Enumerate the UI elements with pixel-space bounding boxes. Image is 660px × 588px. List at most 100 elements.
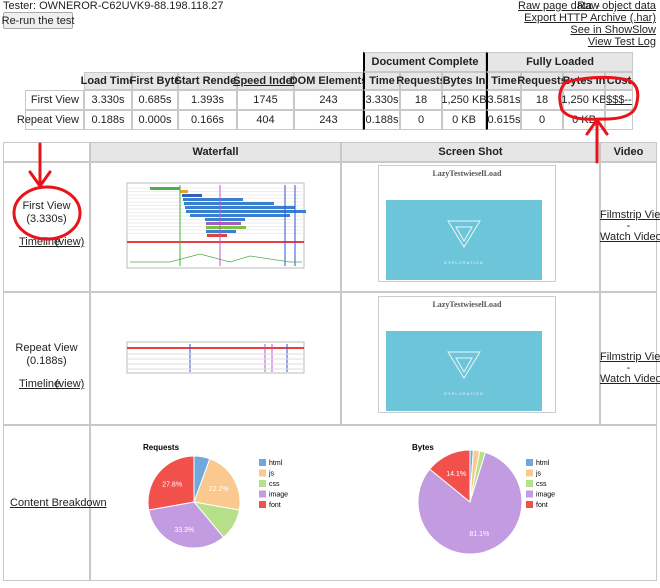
slice-label: 14.1% [446,471,466,478]
table-cell [341,162,600,292]
rerun-button[interactable]: Re-run the test [2,12,74,29]
summary-cell: 1.393s [178,90,237,110]
pie-slice [148,501,225,549]
link-separator: - [596,0,600,12]
legend-swatch [259,480,266,487]
watch-video-link[interactable]: Watch Video [600,373,660,385]
legend-swatch [526,501,533,508]
table-cell [3,425,90,581]
showslow-link[interactable]: See in ShowSlow [570,24,656,36]
column-header: Start Render [174,72,241,90]
group-header: Fully Loaded [486,52,633,72]
view-link[interactable]: (view) [55,378,85,390]
legend-label: html [269,460,283,467]
legend-swatch [526,469,533,477]
waterfall-frame [126,341,305,374]
filmstrip-link[interactable]: Filmstrip View [600,209,660,221]
table-cell [600,162,657,292]
summary-cell: 0.188s [84,110,132,130]
screenshot-caption: EXPLORATION [444,260,484,265]
waterfall-bar [180,190,188,193]
column-header: Load Time [81,72,135,90]
waterfall-bar [182,194,202,197]
table-cell [600,292,657,425]
legend-swatch [259,490,266,498]
dash: - [626,362,631,374]
summary-cell: 0 KB [442,110,486,130]
pie-slice [429,449,471,504]
column-header: Bytes In [442,72,486,90]
chart-title: Bytes [412,443,434,452]
slice-label: 81.1% [469,531,489,538]
summary-cell: 404 [237,110,294,130]
legend-swatch [526,490,533,498]
pie-slice [193,458,241,511]
raw-object-data-link[interactable]: Raw object data [577,0,656,12]
slice-label: 27.8% [162,482,182,489]
waterfall-bar [150,187,180,190]
legend-label: css [536,481,547,488]
screenshot-title: LazyTestwieselLoad [432,300,502,309]
waterfall-cpu [130,253,302,263]
summary-cell: 3.330s [363,90,400,110]
breakdown-cell [90,425,657,581]
waterfall-bar [206,230,236,233]
row-label: First View [25,90,84,110]
timeline-link[interactable]: Timeline [19,378,61,390]
export-har-link[interactable]: Export HTTP Archive (.har) [524,12,656,24]
tester: Tester: OWNEROR-C62UVK9-88.198.118.27 [3,0,224,12]
slice-label: 22.2% [209,486,229,493]
summary-cell: 0.000s [132,110,178,130]
screenshot-title: LazyTestwieselLoad [432,169,502,178]
group-header: Document Complete [363,52,486,72]
view-name: Repeat View [15,342,78,354]
table-cell [3,292,90,425]
column-header: DOM Elements [290,72,367,90]
waterfall-bar [207,234,227,237]
content-breakdown-link[interactable]: Content Breakdown [10,497,107,509]
column-header: Screen Shot [341,142,600,162]
logo-triangle [447,351,481,379]
test-log-link[interactable]: View Test Log [587,36,656,48]
legend-label: js [535,471,542,478]
summary-cell: 243 [294,110,363,130]
screenshot-logo [447,220,481,248]
screenshot-logo [447,351,481,379]
summary-cell: 1745 [237,90,294,110]
filmstrip-link[interactable]: Filmstrip View [600,351,660,363]
legend-label: js [268,471,275,478]
column-header[interactable]: Speed Index [233,72,298,90]
dash: - [626,220,631,232]
legend-swatch [259,501,266,508]
summary-cell: 0.188s [363,110,400,130]
legend-swatch [526,480,533,487]
summary-cell: 0.685s [132,90,178,110]
summary-cell: 243 [294,90,363,110]
summary-cell: 1,250 KB [441,90,487,110]
legend-swatch [259,469,266,477]
legend-swatch [259,459,266,466]
column-header: Waterfall [90,142,341,162]
column-header: Requests [396,72,446,90]
raw-page-data-link[interactable]: Raw page data [518,0,592,12]
column-header: Time [363,72,400,90]
column-header: Time [486,72,521,90]
legend-label: font [536,502,548,509]
chart-title: Requests [143,443,180,452]
waterfall-bar [185,206,295,209]
waterfall-bar [205,218,245,221]
summary-cell: 18 [400,90,442,110]
waterfall-bar [190,214,290,217]
waterfall-frame [126,182,305,269]
legend-label: css [269,481,280,488]
legend-label: font [269,502,281,509]
waterfall-bar [183,198,243,201]
watch-video-link[interactable]: Watch Video [600,231,660,243]
legend-swatch [526,459,533,466]
column-header: Video [600,142,657,162]
waterfall-bar [206,226,246,229]
summary-cell: 0.166s [178,110,237,130]
legend-label: image [536,492,555,499]
